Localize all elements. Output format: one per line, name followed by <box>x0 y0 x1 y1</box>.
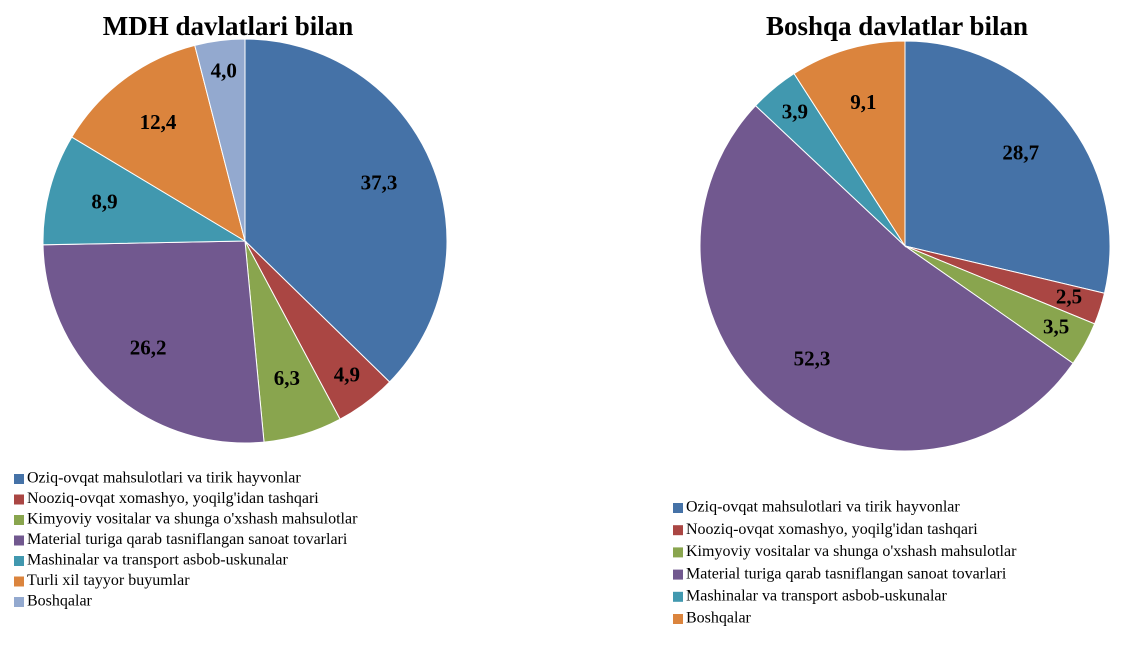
data-label: 4,9 <box>334 363 360 387</box>
pie-slice <box>42 240 265 444</box>
pie-slice <box>71 44 246 243</box>
data-label: 12,4 <box>140 110 177 134</box>
data-label: 4,0 <box>211 58 237 82</box>
data-label: 2,5 <box>1056 285 1082 309</box>
data-label: 52,3 <box>794 346 831 370</box>
data-label: 6,3 <box>274 366 300 390</box>
legend-swatch <box>14 494 24 505</box>
legend-label: Mashinalar va transport asbob-uskunalar <box>686 587 947 604</box>
chart-title: MDH davlatlari bilan <box>103 11 354 41</box>
legend-swatch <box>673 525 683 536</box>
legend-label: Material turiga qarab tasniflangan sanoa… <box>686 565 1007 582</box>
pie-slice <box>904 40 1111 294</box>
legend-swatch <box>14 597 24 607</box>
pie-slice <box>194 38 246 242</box>
pie-slice <box>244 38 448 383</box>
legend-swatch <box>14 515 24 525</box>
legend-swatch <box>14 474 24 484</box>
legend-swatch <box>673 591 683 602</box>
legend-swatch <box>673 547 683 558</box>
legend-label: Kimyoviy vositalar va shunga o'xshash ma… <box>686 543 1017 560</box>
legend-label: Nooziq-ovqat xomashyo, yoqilg'idan tashq… <box>686 521 978 538</box>
legend-swatch <box>673 503 683 513</box>
legend-label: Mashinalar va transport asbob-uskunalar <box>27 552 288 569</box>
data-label: 9,1 <box>850 90 876 114</box>
data-label: 3,5 <box>1043 314 1069 338</box>
data-label: 28,7 <box>1002 140 1039 164</box>
data-label: 3,9 <box>782 99 808 123</box>
data-label: 26,2 <box>130 335 167 359</box>
legend-label: Oziq-ovqat mahsulotlari va tirik hayvonl… <box>27 470 301 487</box>
legend-label: Nooziq-ovqat xomashyo, yoqilg'idan tashq… <box>27 490 319 507</box>
legend-swatch <box>673 569 683 580</box>
legend-swatch <box>14 576 24 587</box>
legend-swatch <box>673 614 683 624</box>
pie-slice <box>42 136 247 246</box>
legend-label: Boshqalar <box>686 610 752 627</box>
legend-label: Kimyoviy vositalar va shunga o'xshash ma… <box>27 511 358 528</box>
legend-label: Boshqalar <box>27 593 93 610</box>
data-label: 8,9 <box>91 189 117 213</box>
legend-label: Turli xil tayyor buyumlar <box>27 572 190 589</box>
legend-swatch <box>14 556 24 566</box>
pie-slice <box>793 40 906 248</box>
chart-title: Boshqa davlatlar bilan <box>766 11 1028 41</box>
legend-label: Oziq-ovqat mahsulotlari va tirik hayvonl… <box>686 499 960 516</box>
data-label: 37,3 <box>361 170 398 194</box>
legend-label: Material turiga qarab tasniflangan sanoa… <box>27 531 348 548</box>
pie-slice <box>699 104 1074 452</box>
legend-swatch <box>14 535 24 546</box>
